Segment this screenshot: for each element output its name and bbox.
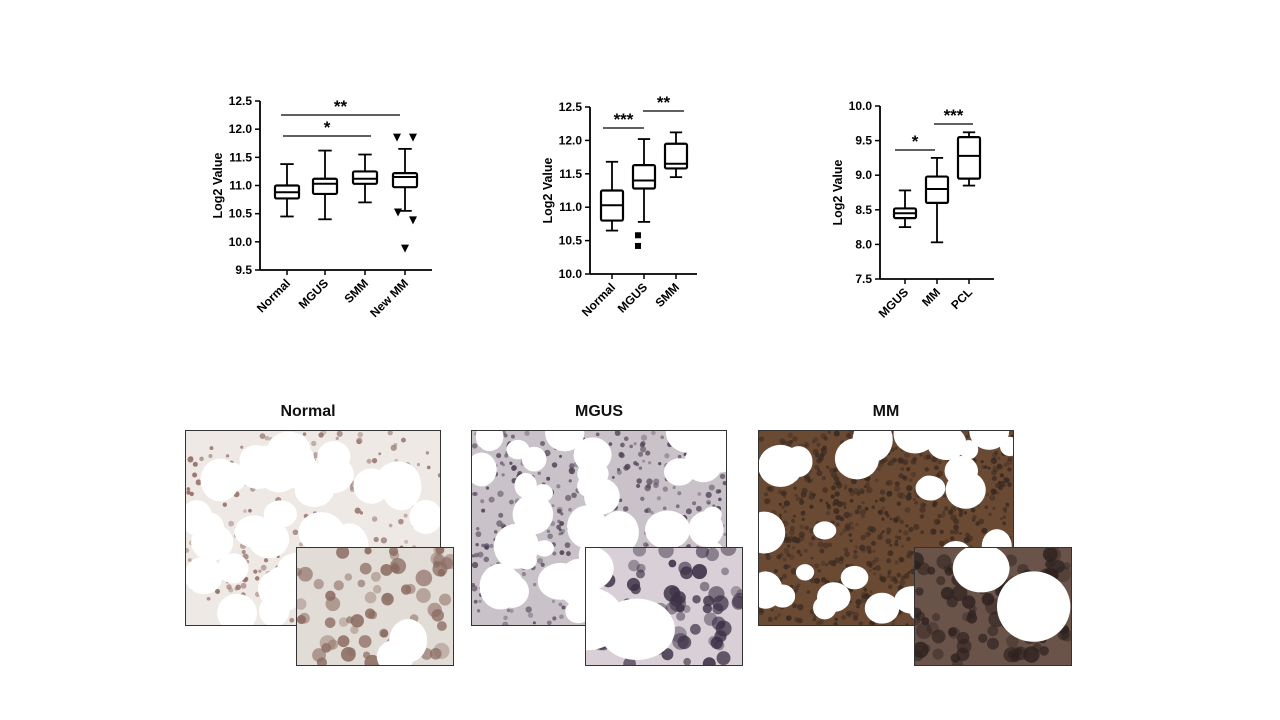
y-tick-label: 11.0 xyxy=(229,179,252,193)
y-tick-label: 10.0 xyxy=(229,235,253,249)
y-tick-label: 12.5 xyxy=(559,100,583,114)
box-mgus: MGUS xyxy=(615,138,657,316)
iqr-box xyxy=(956,136,982,180)
y-tick-label: 9.0 xyxy=(855,168,872,182)
x-tick-label: PCL xyxy=(948,285,975,312)
y-tick-label: 10.0 xyxy=(559,267,583,281)
x-tick-label: Normal xyxy=(254,276,293,315)
outlier-point xyxy=(635,242,641,249)
ihc-inset-mgus xyxy=(585,547,743,666)
micrograph-inset-texture xyxy=(297,548,453,665)
box-pcl: PCL xyxy=(948,131,982,312)
box-mgus: MGUS xyxy=(296,149,339,312)
x-tick-label: MM xyxy=(919,285,943,309)
box-plot-1: 9.5 10.0 10.5 11.0 11.5 12.0 12.5 Log2 Value Nor… xyxy=(211,94,432,320)
significance-label: * xyxy=(912,132,919,151)
significance-label: ** xyxy=(657,93,671,112)
micrograph-inset-texture xyxy=(586,548,742,665)
x-tick-label: MGUS xyxy=(296,276,331,311)
box-smm: SMM xyxy=(341,153,379,306)
x-tick-label: Normal xyxy=(579,280,618,319)
y-axis-label: Log2 Value xyxy=(211,152,225,218)
box-smm: SMM xyxy=(652,131,689,310)
y-tick-label: 12.5 xyxy=(229,94,253,108)
y-tick-label: 8.0 xyxy=(855,237,872,251)
x-tick-label: MGUS xyxy=(876,285,911,320)
y-tick-label: 11.0 xyxy=(559,200,582,214)
y-tick-label: 11.5 xyxy=(559,167,582,181)
significance-label: ** xyxy=(334,97,348,116)
iqr-box xyxy=(631,164,657,190)
iqr-box xyxy=(311,177,339,196)
x-tick-label: SMM xyxy=(652,280,682,310)
y-tick-label: 8.5 xyxy=(855,203,872,217)
y-tick-label: 12.0 xyxy=(229,122,253,136)
outlier-point xyxy=(409,133,417,142)
y-axis-label: Log2 Value xyxy=(541,157,555,223)
y-tick-label: 11.5 xyxy=(229,150,252,164)
y-tick-label: 7.5 xyxy=(855,272,872,286)
box-mm: MM xyxy=(919,156,950,309)
y-tick-label: 12.0 xyxy=(559,133,583,147)
box-mgus: MGUS xyxy=(876,189,918,321)
micrograph-inset-texture xyxy=(915,548,1071,665)
outlier-point xyxy=(394,208,402,217)
x-tick-label: SMM xyxy=(341,276,371,306)
significance-label: *** xyxy=(944,106,964,125)
iqr-box xyxy=(351,170,379,185)
x-tick-label: MGUS xyxy=(615,280,650,315)
ihc-inset-normal xyxy=(296,547,454,666)
outlier-point xyxy=(393,133,401,142)
panel-title-normal: Normal xyxy=(280,403,336,420)
significance-label: *** xyxy=(614,110,634,129)
outlier-point xyxy=(409,216,417,225)
panel-title-mm: MM xyxy=(872,403,900,420)
x-tick-label: New MM xyxy=(367,276,411,320)
iqr-box xyxy=(391,172,419,189)
y-tick-label: 10.5 xyxy=(229,207,253,221)
box-new-mm: New MM xyxy=(367,133,419,320)
outlier-point xyxy=(401,244,409,253)
y-tick-label: 10.0 xyxy=(849,99,873,113)
y-axis-label: Log2 Value xyxy=(831,159,845,225)
outlier-point xyxy=(635,232,641,239)
y-tick-label: 9.5 xyxy=(235,263,252,277)
iqr-box xyxy=(663,142,689,170)
ihc-inset-mm xyxy=(914,547,1072,666)
panel-title-mgus: MGUS xyxy=(575,403,623,420)
y-tick-label: 10.5 xyxy=(559,234,583,248)
significance-label: * xyxy=(324,118,331,137)
box-plot-2: 10.0 10.5 11.0 11.5 12.0 12.5 Log2 Value Normal… xyxy=(541,93,697,319)
y-tick-label: 9.5 xyxy=(855,134,872,148)
